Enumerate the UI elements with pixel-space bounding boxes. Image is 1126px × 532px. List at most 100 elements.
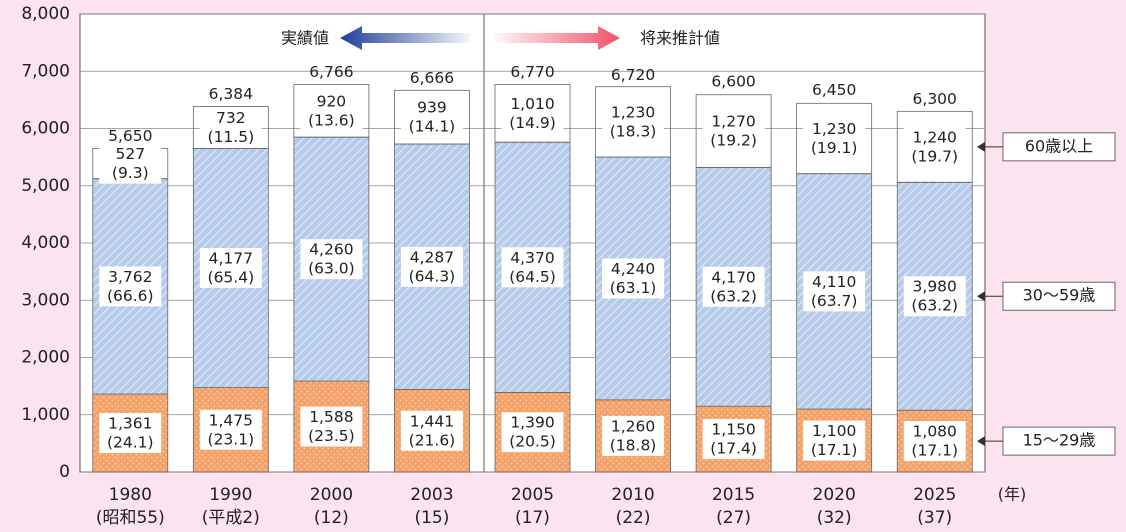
value-label: 4,170	[711, 268, 755, 286]
share-label: (63.7)	[811, 292, 858, 310]
label-box	[702, 111, 765, 152]
legend-box	[1002, 426, 1116, 456]
value-label: 4,110	[812, 273, 856, 291]
share-label: (21.6)	[409, 431, 456, 449]
value-label: 1,230	[611, 103, 655, 121]
total-label: 6,720	[611, 66, 655, 84]
share-label: (11.5)	[208, 128, 255, 146]
value-label: 1,361	[108, 415, 152, 433]
x-tick-sublabel: (平成2)	[202, 508, 260, 528]
share-label: (66.6)	[107, 287, 154, 305]
x-tick-label: 2000	[310, 485, 353, 505]
share-label: (63.0)	[308, 260, 355, 278]
label-box	[602, 101, 665, 142]
value-label: 1,230	[812, 120, 856, 138]
value-label: 527	[115, 145, 145, 163]
x-tick-label: 2003	[410, 485, 453, 505]
label-box	[803, 420, 866, 461]
x-axis-label: (年)	[998, 485, 1027, 504]
value-label: 1,270	[711, 113, 755, 131]
bar-segment	[896, 110, 973, 183]
total-label: 5,650	[108, 127, 152, 145]
label-box	[400, 97, 463, 138]
x-tick-sublabel: (17)	[515, 508, 550, 528]
total-label: 6,384	[209, 85, 253, 103]
value-label: 3,980	[913, 278, 957, 296]
bar-segment	[796, 102, 873, 175]
bar-segment	[695, 94, 772, 168]
label-box	[602, 258, 665, 299]
label-box	[702, 266, 765, 307]
legend-arrowhead	[977, 291, 985, 302]
label-box	[199, 107, 262, 148]
total-label: 6,300	[913, 90, 957, 108]
bar-segment	[192, 106, 269, 149]
y-tick-label: 7,000	[21, 61, 70, 81]
value-label: 1,475	[209, 411, 253, 429]
x-tick-label: 2015	[712, 485, 755, 505]
label-box	[602, 415, 665, 456]
label-box	[99, 266, 162, 307]
x-tick-sublabel: (12)	[314, 508, 349, 528]
share-label: (14.1)	[409, 118, 456, 136]
total-label: 6,450	[812, 81, 856, 99]
share-label: (64.5)	[509, 268, 556, 286]
y-tick-label: 8,000	[21, 4, 70, 24]
share-label: (14.9)	[509, 114, 556, 132]
total-label: 6,770	[510, 63, 554, 81]
label-box	[400, 246, 463, 287]
y-tick-label: 2,000	[21, 348, 70, 368]
label-box	[903, 276, 966, 317]
legend-label: 15～29歳	[1023, 431, 1096, 450]
y-tick-label: 3,000	[21, 290, 70, 310]
arrow-right	[495, 26, 620, 50]
value-label: 4,240	[611, 260, 655, 278]
y-tick-label: 0	[59, 462, 70, 482]
share-label: (24.1)	[107, 434, 154, 452]
label-box	[501, 412, 564, 453]
x-tick-sublabel: (37)	[917, 508, 952, 528]
legend-arrowhead	[977, 141, 985, 152]
legend-arrowhead	[977, 436, 985, 447]
bar-segment	[394, 89, 470, 145]
bar-segment	[293, 84, 370, 138]
label-box	[501, 247, 564, 288]
annotation: 実績値	[281, 29, 329, 48]
x-tick-sublabel: (22)	[616, 508, 651, 528]
legend-label: 30～59歳	[1023, 286, 1096, 305]
total-label: 6,666	[410, 69, 454, 87]
x-tick-sublabel: (32)	[817, 508, 852, 528]
value-label: 1,080	[913, 423, 957, 441]
label-box	[903, 126, 966, 167]
x-tick-label: 1990	[209, 485, 252, 505]
share-label: (19.1)	[811, 139, 858, 157]
share-label: (17.1)	[811, 441, 858, 459]
share-label: (13.6)	[308, 111, 355, 129]
share-label: (23.5)	[308, 427, 355, 445]
legend-label: 60歳以上	[1025, 136, 1093, 155]
label-box	[99, 413, 162, 454]
legend-box	[1002, 281, 1116, 311]
share-label: (63.2)	[911, 297, 958, 315]
label-box	[702, 419, 765, 460]
value-label: 1,240	[913, 128, 957, 146]
value-label: 4,177	[209, 249, 253, 267]
share-label: (23.1)	[208, 430, 255, 448]
bar-segment	[494, 84, 571, 143]
bar-segment	[595, 86, 671, 158]
share-label: (18.3)	[610, 122, 657, 140]
x-tick-label: 2010	[611, 485, 654, 505]
x-tick-sublabel: (昭和55)	[96, 508, 165, 528]
annotation: 将来推計値	[640, 29, 720, 48]
share-label: (63.2)	[710, 287, 757, 305]
total-label: 6,600	[711, 73, 755, 91]
share-label: (18.8)	[610, 436, 657, 454]
label-box	[199, 247, 262, 288]
label-box	[903, 421, 966, 462]
value-label: 1,010	[510, 95, 554, 113]
share-label: (64.3)	[409, 267, 456, 285]
value-label: 1,260	[611, 417, 655, 435]
x-tick-label: 2025	[913, 485, 956, 505]
share-label: (63.1)	[610, 279, 657, 297]
value-label: 732	[216, 109, 246, 127]
